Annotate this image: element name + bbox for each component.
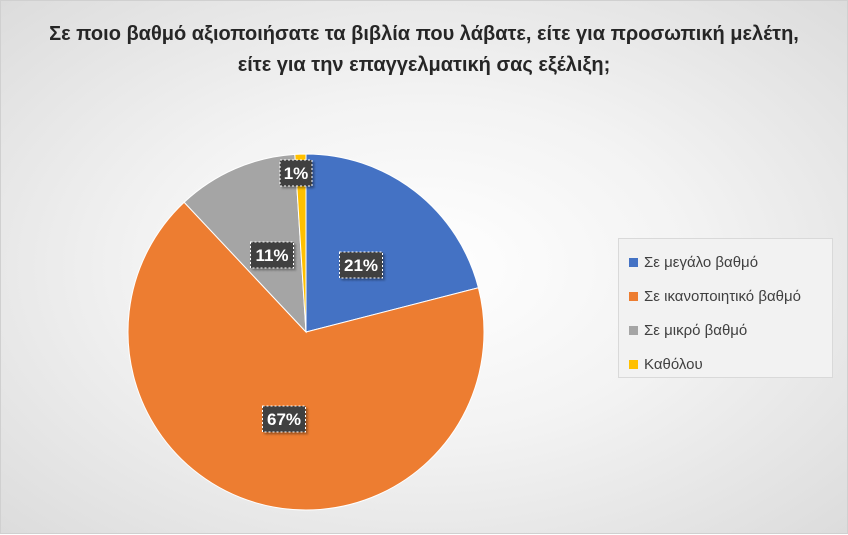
legend-label: Καθόλου: [644, 355, 703, 373]
legend-swatch: [629, 257, 638, 267]
legend-swatch: [629, 359, 638, 369]
pie-slice: [183, 153, 307, 334]
pie-slice: [127, 201, 485, 511]
legend-swatch: [629, 325, 638, 335]
legend-label: Σε ικανοποιητικό βαθμό: [644, 287, 801, 305]
data-label-box: [250, 241, 294, 269]
pie-slice: [294, 153, 307, 333]
legend: Σε μεγάλο βαθμό Σε ικανοποιητικό βαθμό Σε …: [618, 238, 833, 378]
data-label-box: [262, 405, 306, 433]
data-label-text: 67%: [267, 410, 301, 429]
data-label: 67%: [262, 405, 306, 433]
data-label-box: [279, 159, 313, 187]
pie-slice: [305, 153, 480, 333]
data-label: 1%: [279, 159, 313, 187]
data-label-text: 11%: [255, 246, 288, 265]
legend-swatch: [629, 291, 638, 301]
data-label-text: 1%: [284, 164, 309, 183]
legend-item: Καθόλου: [629, 347, 832, 381]
data-label-box: [339, 251, 383, 279]
legend-item: Σε ικανοποιητικό βαθμό: [629, 279, 832, 313]
data-label: 11%: [250, 241, 294, 269]
legend-item: Σε μικρό βαθμό: [629, 313, 832, 347]
legend-label: Σε μικρό βαθμό: [644, 321, 748, 339]
data-label-text: 21%: [344, 256, 378, 275]
chart-title: Σε ποιο βαθμό αξιοποιήσατε τα βιβλία που…: [49, 23, 799, 76]
legend-item: Σε μεγάλο βαθμό: [629, 245, 832, 279]
data-label: 21%: [339, 251, 383, 279]
legend-label: Σε μεγάλο βαθμό: [644, 253, 759, 271]
